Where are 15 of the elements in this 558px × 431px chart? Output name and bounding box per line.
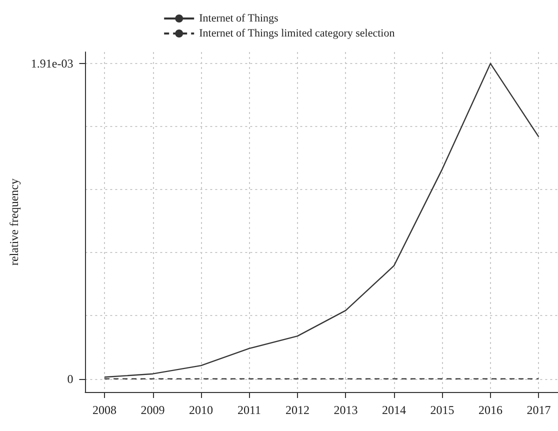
x-tick-label: 2015 — [430, 403, 454, 417]
x-tick-label: 2010 — [189, 403, 214, 417]
x-tick-label: 2008 — [92, 403, 117, 417]
x-tick-label: 2011 — [237, 403, 262, 417]
y-tick-label: 1.91e-03 — [30, 56, 74, 71]
x-tick-label: 2017 — [526, 403, 551, 417]
x-tick-label: 2012 — [285, 403, 310, 417]
legend-label: Internet of Things — [199, 12, 278, 24]
x-tick-label: 2013 — [334, 403, 358, 417]
x-tick-label: 2016 — [478, 403, 502, 417]
x-tick-label: 2014 — [382, 403, 406, 417]
legend-label: Internet of Things limited category selection — [199, 28, 396, 40]
y-tick-label: 0 — [67, 372, 74, 386]
x-tick-label: 2009 — [140, 403, 165, 417]
y-axis-title: relative frequency — [7, 178, 21, 266]
